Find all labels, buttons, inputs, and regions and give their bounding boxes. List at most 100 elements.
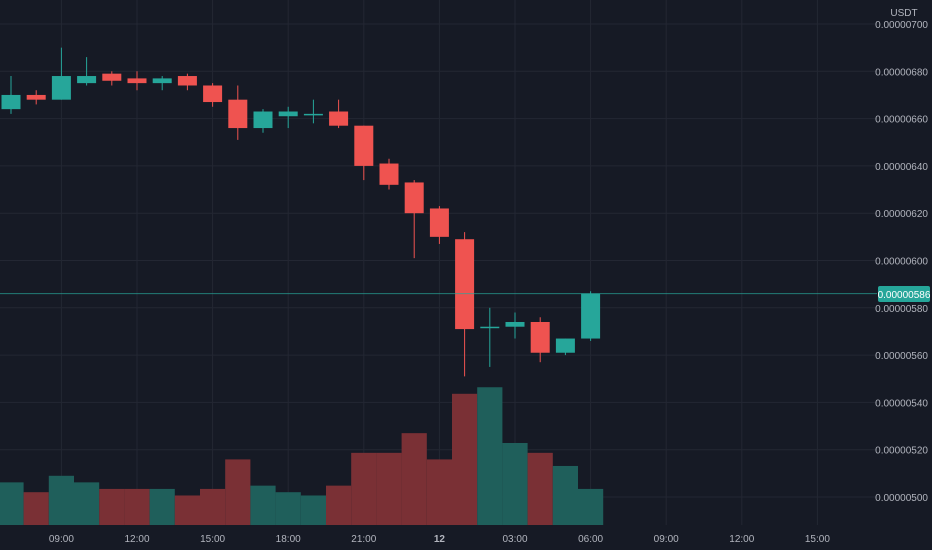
volume-bar [527, 452, 553, 525]
time-tick-label: 06:00 [578, 534, 603, 545]
volume-bar [149, 488, 175, 525]
price-tick-label: 0.00000500 [875, 493, 928, 504]
candle[interactable] [51, 47, 71, 100]
volume-bar [250, 485, 276, 525]
price-tick-label: 0.00000660 [875, 115, 928, 126]
time-tick-label: 15:00 [805, 534, 830, 545]
volume-bar [0, 482, 24, 525]
candle[interactable] [530, 317, 550, 363]
volume-bar [99, 488, 125, 525]
candle[interactable] [77, 57, 97, 86]
candle[interactable] [329, 99, 349, 129]
candle[interactable] [26, 90, 46, 105]
candle-body [1, 94, 21, 110]
time-tick-label: 09:00 [654, 534, 679, 545]
volume-bar [477, 387, 503, 525]
candle-body [203, 85, 223, 103]
volume-bar [452, 393, 478, 525]
volume-bar [48, 475, 74, 525]
candle-body [455, 239, 475, 330]
volume-bar [300, 495, 326, 525]
candle-body [429, 208, 449, 237]
candle-body [77, 76, 97, 84]
current-price-label: 0.00000586 [878, 290, 931, 301]
volume-bar [401, 433, 427, 525]
candle-body [581, 293, 601, 339]
volume-bar [124, 488, 150, 525]
candle[interactable] [102, 71, 122, 86]
candle-body [530, 321, 550, 353]
candle[interactable] [278, 106, 298, 129]
candle[interactable] [455, 232, 475, 377]
price-tick-label: 0.00000520 [875, 446, 928, 457]
candle-body [354, 125, 374, 166]
volume-bar [275, 492, 301, 525]
time-axis-ticks[interactable]: 09:00 12:00 15:00 18:00 21:00 12 03:00 06:00 09:… [49, 534, 830, 545]
candles [1, 47, 601, 377]
candle-body [379, 163, 399, 185]
candle[interactable] [177, 73, 197, 91]
candle[interactable] [354, 125, 374, 181]
time-tick-label: 12 [434, 534, 446, 545]
time-tick-label: 18:00 [276, 534, 301, 545]
candle-body [51, 76, 71, 100]
candle[interactable] [127, 71, 147, 91]
candle[interactable] [581, 291, 601, 341]
volume-bar [225, 459, 251, 525]
candle[interactable] [480, 307, 500, 367]
candle-body [329, 111, 349, 126]
price-tick-label: 0.00000540 [875, 398, 928, 409]
candle-body [253, 111, 273, 129]
volume-bar [578, 488, 604, 525]
volume-bar [326, 485, 352, 525]
price-tick-label: 0.00000680 [875, 67, 928, 78]
volume-bar [351, 452, 377, 525]
price-tick-label: 0.00000700 [875, 20, 928, 31]
candle-body [480, 326, 500, 329]
candle[interactable] [555, 338, 575, 356]
candle[interactable] [303, 99, 323, 124]
volume-bar [376, 452, 402, 525]
volume-bar [502, 443, 528, 525]
candle[interactable] [505, 312, 525, 339]
candle-body [26, 94, 46, 100]
candle[interactable] [152, 76, 172, 91]
candle-body [102, 73, 122, 81]
candle-body [177, 76, 197, 86]
time-tick-label: 03:00 [502, 534, 527, 545]
volume-bars [0, 387, 604, 525]
price-tick-label: 0.00000640 [875, 162, 928, 173]
candle[interactable] [429, 206, 449, 244]
time-tick-label: 12:00 [124, 534, 149, 545]
time-tick-label: 15:00 [200, 534, 225, 545]
price-tick-label: 0.00000560 [875, 351, 928, 362]
time-tick-label: 12:00 [729, 534, 754, 545]
candle-body [404, 182, 424, 214]
volume-bar [23, 492, 49, 525]
price-tick-label: 0.00000620 [875, 209, 928, 220]
price-axis-ticks[interactable]: 0.00000700 0.00000680 0.00000660 0.00000640… [875, 20, 928, 504]
volume-bar [74, 482, 100, 525]
candle-body [505, 321, 525, 327]
candle[interactable] [1, 76, 21, 114]
current-price-badge [878, 286, 930, 302]
volume-bar [552, 465, 578, 525]
candle-body [127, 78, 147, 84]
time-tick-label: 09:00 [49, 534, 74, 545]
candle-body [152, 78, 172, 84]
candle-body [228, 99, 248, 129]
candle[interactable] [379, 158, 399, 190]
candle[interactable] [253, 109, 273, 133]
volume-bar [174, 495, 200, 525]
candle-body [303, 113, 323, 116]
volume-bar [426, 459, 452, 525]
price-tick-label: 0.00000580 [875, 304, 928, 315]
volume-bar [200, 488, 226, 525]
candle[interactable] [228, 85, 248, 140]
candle[interactable] [404, 180, 424, 259]
price-axis-panel [877, 0, 932, 550]
candle[interactable] [203, 83, 223, 107]
candle-body [555, 338, 575, 353]
candle-body [278, 111, 298, 117]
